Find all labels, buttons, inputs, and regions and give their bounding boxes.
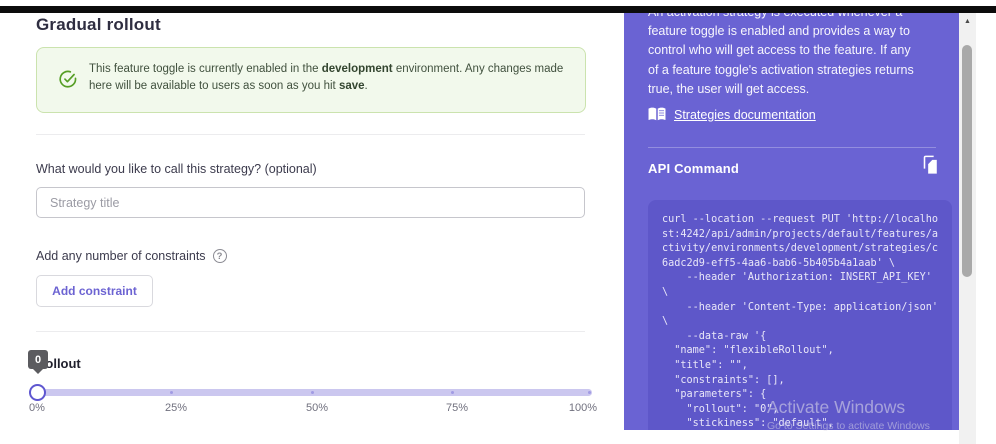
book-icon bbox=[648, 107, 666, 122]
success-alert-text: This feature toggle is currently enabled… bbox=[89, 61, 567, 95]
slider-value: 0 bbox=[34, 353, 42, 366]
alert-text-segment: This feature toggle is currently enabled… bbox=[89, 63, 322, 75]
scrollbar-up-arrow-icon[interactable]: ▲ bbox=[959, 15, 976, 29]
scrollbar-track[interactable]: ▲ bbox=[959, 13, 976, 444]
tick-label-0: 0% bbox=[29, 402, 45, 414]
constraints-label: Add any number of constraints bbox=[36, 249, 206, 263]
slider-tick-100 bbox=[588, 391, 591, 394]
help-icon[interactable]: ? bbox=[212, 249, 227, 263]
tick-label-50: 50% bbox=[305, 402, 329, 414]
api-command-code: curl --location --request PUT 'http://lo… bbox=[662, 214, 939, 430]
page-title: Gradual rollout bbox=[36, 15, 161, 34]
alert-text-segment: environment. Any changes made here will … bbox=[89, 63, 564, 92]
strategy-title-label: What would you like to call this strateg… bbox=[36, 162, 317, 176]
slider-value-tooltip: 0 bbox=[28, 350, 48, 374]
strategy-help-panel: An activation strategy is executed whene… bbox=[624, 13, 959, 430]
copy-icon[interactable] bbox=[918, 153, 942, 179]
activate-windows-watermark-subtext: Go to Settings to activate Windows bbox=[767, 420, 930, 432]
section-divider bbox=[36, 134, 585, 135]
tooltip-arrow bbox=[33, 369, 43, 374]
api-command-code-block: curl --location --request PUT 'http://lo… bbox=[648, 200, 952, 430]
strategy-description: An activation strategy is executed whene… bbox=[648, 13, 914, 96]
check-circle-icon bbox=[58, 69, 78, 89]
scrollbar-thumb[interactable] bbox=[962, 45, 972, 277]
slider-tick-25 bbox=[169, 391, 173, 394]
rollout-slider-track[interactable] bbox=[29, 389, 592, 396]
slider-thumb[interactable] bbox=[29, 384, 46, 401]
section-divider bbox=[36, 331, 585, 332]
alert-environment-name: development bbox=[321, 63, 393, 75]
add-constraint-button[interactable]: Add constraint bbox=[36, 275, 153, 307]
strategies-documentation-link[interactable]: Strategies documentation bbox=[674, 107, 816, 122]
constraints-label-row: Add any number of constraints ? bbox=[36, 249, 227, 263]
api-command-title: API Command bbox=[648, 161, 740, 176]
tick-label-100: 100% bbox=[568, 402, 597, 414]
strategy-title-input[interactable] bbox=[36, 187, 585, 218]
slider-tick-50 bbox=[310, 391, 314, 394]
activate-windows-watermark: Activate Windows bbox=[767, 397, 906, 417]
slider-tick-75 bbox=[451, 391, 455, 394]
docs-link-row: Strategies documentation bbox=[648, 107, 816, 122]
panel-divider bbox=[648, 147, 936, 148]
alert-save-word: save bbox=[338, 80, 365, 92]
tick-label-75: 75% bbox=[445, 402, 469, 414]
success-alert: This feature toggle is currently enabled… bbox=[36, 47, 586, 113]
alert-text-segment: . bbox=[364, 80, 368, 92]
tick-label-25: 25% bbox=[164, 402, 188, 414]
top-divider-bar bbox=[0, 6, 996, 13]
